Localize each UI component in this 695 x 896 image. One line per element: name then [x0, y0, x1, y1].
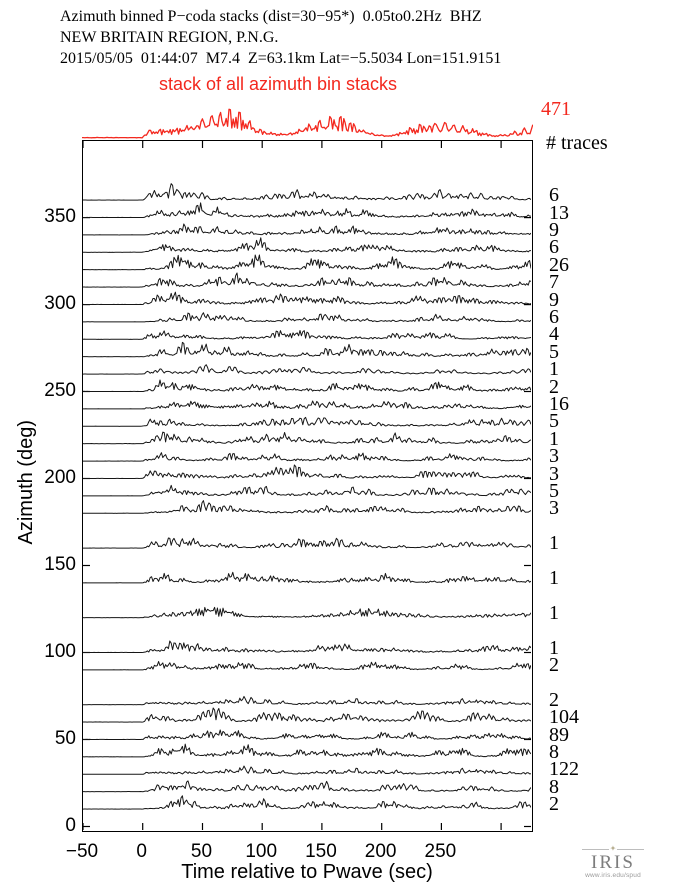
waveform-trace-az230: [83, 416, 531, 427]
trace-count-label: 3: [549, 462, 559, 485]
trace-count-label: 6: [549, 184, 559, 207]
waveform-trace-az330: [83, 237, 531, 253]
x-tick-label: 250: [424, 841, 457, 862]
trace-count-label: 26: [549, 253, 569, 276]
trace-count-label: 9: [549, 218, 559, 241]
waveform-trace-az210: [83, 452, 531, 462]
waveform-trace-az90: [83, 661, 531, 671]
trace-count-column-header: # traces: [546, 132, 608, 154]
x-tick-label: −50: [65, 841, 99, 862]
trace-count-label: 1: [549, 566, 559, 589]
stack-annotation-label: stack of all azimuth bin stacks: [158, 74, 398, 94]
waveform-trace-az250: [83, 379, 531, 393]
waveform-trace-az270: [83, 341, 531, 358]
trace-count-label: 1: [549, 427, 559, 450]
iris-logo: ✦ IRIS www.iris.edu/spud: [582, 844, 645, 880]
x-tick-label: 0: [136, 841, 147, 862]
trace-count-label: 1: [549, 636, 559, 659]
waveform-trace-az100: [83, 640, 531, 654]
iris-logo-ornament: ✦: [582, 844, 645, 853]
waveform-trace-az300: [83, 291, 531, 306]
waveform-trace-az120: [83, 606, 531, 619]
waveform-trace-az30: [83, 765, 531, 775]
waveform-trace-az200: [83, 464, 531, 480]
waveform-trace-az360: [83, 183, 531, 201]
waveform-trace-az40: [83, 743, 531, 758]
trace-count-label: 5: [549, 340, 559, 363]
trace-count-label: 7: [549, 271, 559, 294]
stack-trace-plot: [82, 108, 533, 139]
iris-logo-name: IRIS: [591, 852, 635, 873]
y-tick-label: 250: [44, 379, 76, 401]
trace-count-label: 13: [549, 201, 569, 224]
trace-count-label: 6: [549, 236, 559, 259]
trace-count-label: 1: [549, 532, 559, 555]
waveform-trace-az320: [83, 254, 531, 271]
y-tick-label: 350: [44, 205, 76, 227]
title-line-2: NEW BRITAIN REGION, P.N.G.: [60, 29, 279, 46]
y-tick-label: 200: [44, 466, 76, 488]
y-tick-label: 0: [65, 814, 76, 836]
waveform-trace-az260: [83, 364, 531, 375]
iris-logo-url: www.iris.edu/spud: [585, 872, 641, 879]
waveform-trace-az180: [83, 500, 531, 514]
y-tick-label: 150: [44, 553, 76, 575]
trace-count-label: 1: [549, 358, 559, 381]
waveform-trace-az340: [83, 223, 531, 236]
waveform-trace-az190: [83, 484, 531, 497]
title-line-1: Azimuth binned P−coda stacks (dist=30−95…: [60, 8, 482, 25]
waveform-trace-az20: [83, 780, 531, 793]
trace-count-label: 9: [549, 288, 559, 311]
x-tick-label: 200: [364, 841, 397, 862]
waveform-trace-az160: [83, 537, 531, 549]
title-line-3: 2015/05/05 01:44:07 M7.4 Z=63.1km Lat=−5…: [60, 50, 502, 67]
trace-count-label: 2: [549, 688, 559, 711]
trace-count-label: 5: [549, 479, 559, 502]
waveform-trace-az50: [83, 729, 531, 740]
trace-count-label: 5: [549, 410, 559, 433]
trace-count-label: 122: [549, 758, 579, 781]
waveform-trace-az70: [83, 695, 531, 706]
trace-count-label: 2: [549, 375, 559, 398]
waveform-trace-az220: [83, 431, 531, 445]
x-tick-label: 100: [245, 841, 278, 862]
star-icon: ✦: [609, 844, 617, 853]
waveform-trace-az280: [83, 329, 531, 340]
waveform-trace-az310: [83, 272, 531, 288]
trace-count-label: 1: [549, 601, 559, 624]
x-tick-label: 150: [305, 841, 337, 862]
trace-count-label: 2: [549, 653, 559, 676]
plot-area: [82, 140, 533, 832]
waveform-trace-az10: [83, 795, 531, 810]
trace-count-label: 2: [549, 793, 559, 816]
trace-count-label: 89: [549, 723, 569, 746]
trace-count-label: 16: [549, 392, 569, 415]
waveform-canvas: [83, 141, 531, 830]
trace-count-label: 8: [549, 775, 559, 798]
trace-count-label: 4: [549, 323, 559, 346]
trace-count-label: 3: [549, 497, 559, 520]
trace-count-label: 3: [549, 445, 559, 468]
trace-count-label: 8: [549, 740, 559, 763]
x-axis-title: Time relative to Pwave (sec): [181, 861, 433, 883]
waveform-trace-az350: [83, 202, 531, 219]
waveform-trace-az60: [83, 707, 531, 723]
stack-total-count: 471: [541, 98, 571, 120]
waveform-trace-az290: [83, 312, 531, 323]
y-tick-label: 100: [44, 640, 76, 662]
waveform-trace-az140: [83, 571, 531, 584]
waveform-trace-az240: [83, 400, 531, 410]
y-tick-label: 300: [44, 292, 76, 314]
trace-count-label: 6: [549, 305, 559, 328]
x-tick-label: 50: [190, 841, 213, 862]
trace-count-label: 104: [549, 706, 579, 729]
y-tick-label: 50: [54, 727, 76, 749]
